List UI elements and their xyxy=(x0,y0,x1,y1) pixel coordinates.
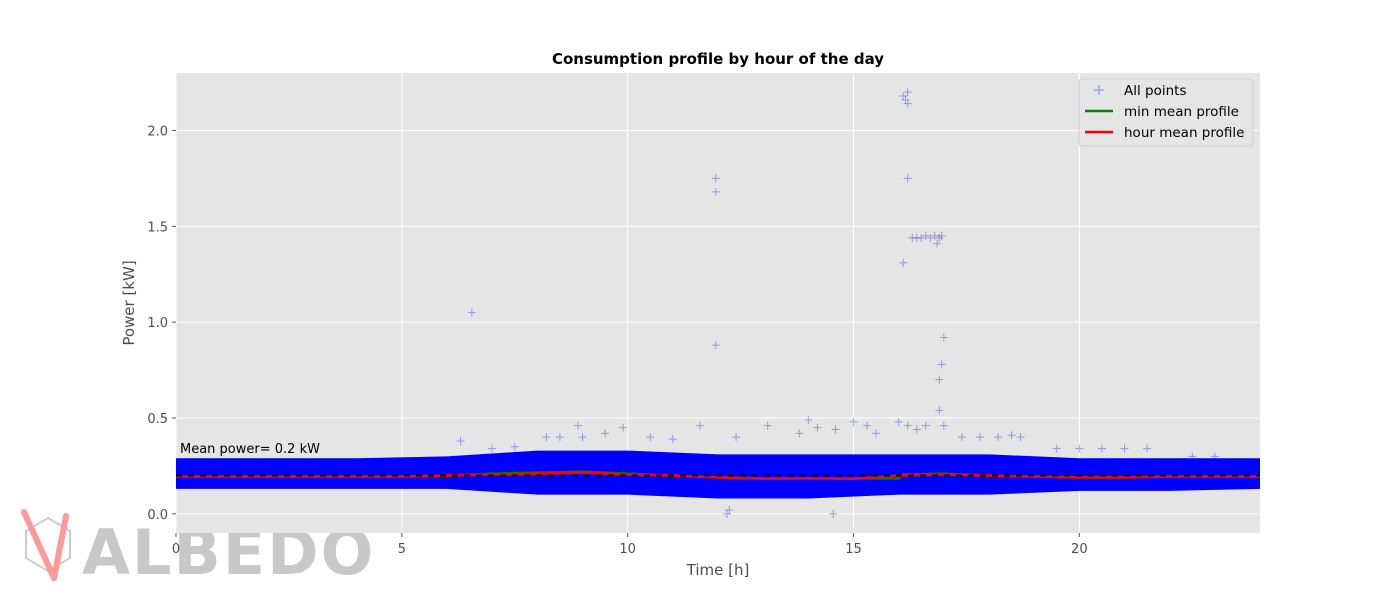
scatter-point xyxy=(899,92,908,100)
legend: All points min mean profile hour mean prof… xyxy=(1078,78,1254,147)
scatter-point xyxy=(937,231,946,240)
scatter-point xyxy=(921,231,930,240)
y-tick-label: 2.0 xyxy=(147,125,168,140)
scatter-point xyxy=(1143,444,1152,453)
scatter-point xyxy=(935,406,944,415)
scatter-point xyxy=(994,433,1003,442)
y-tick-label: 1.5 xyxy=(147,220,168,235)
scatter-point xyxy=(725,506,734,514)
scatter-point xyxy=(555,433,564,442)
scatter-point xyxy=(926,233,935,242)
scatter-point xyxy=(849,417,858,426)
scatter-point xyxy=(912,425,921,434)
scatter-point xyxy=(732,433,741,442)
scatter-point xyxy=(601,429,610,438)
legend-label: min mean profile xyxy=(1124,104,1239,120)
scatter-point xyxy=(763,421,772,430)
legend-label: hour mean profile xyxy=(1124,125,1244,141)
scatter-point xyxy=(488,444,497,453)
scatter-point xyxy=(456,437,465,445)
scatter-point xyxy=(646,433,655,442)
scatter-point xyxy=(903,99,912,108)
x-tick-label: 15 xyxy=(845,542,862,557)
scatter-points xyxy=(456,88,1219,518)
scatter-point xyxy=(1016,433,1025,442)
y-tick-label: 0.0 xyxy=(147,508,168,523)
scatter-point xyxy=(711,341,720,350)
scatter-point xyxy=(903,88,912,97)
scatter-point xyxy=(957,433,966,442)
scatter-point xyxy=(903,421,912,430)
legend-label: All points xyxy=(1124,83,1187,99)
scatter-point xyxy=(467,308,476,317)
scatter-point xyxy=(829,509,838,518)
scatter-point xyxy=(723,509,732,518)
legend-box xyxy=(1078,78,1254,147)
watermark-checkmark xyxy=(51,513,69,581)
scatter-point xyxy=(1052,444,1061,453)
scatter-point xyxy=(1097,444,1106,453)
scatter-point xyxy=(619,423,628,432)
scatter-point xyxy=(863,421,872,430)
scatter-point xyxy=(1188,452,1197,461)
scatter-point xyxy=(939,421,948,430)
scatter-point xyxy=(917,233,926,242)
y-axis-label: Power [kW] xyxy=(120,260,138,345)
x-tick-label: 10 xyxy=(619,542,636,557)
x-tick-label: 20 xyxy=(1071,542,1088,557)
scatter-point xyxy=(711,174,720,183)
scatter-point xyxy=(930,231,939,240)
scatter-point xyxy=(542,433,551,442)
scatter-point xyxy=(912,233,921,242)
scatter-point xyxy=(937,360,946,369)
watermark-checkmark xyxy=(21,509,57,581)
scatter-point xyxy=(899,258,908,267)
scatter-point xyxy=(1120,444,1129,453)
scatter-point xyxy=(1007,431,1016,440)
scatter-point xyxy=(795,429,804,438)
scatter-point xyxy=(510,442,519,451)
scatter-point xyxy=(1075,444,1084,453)
scatter-point xyxy=(804,415,813,424)
scatter-point xyxy=(813,423,822,432)
x-tick-label: 5 xyxy=(398,542,406,557)
profile-lines xyxy=(176,470,1260,481)
scatter-point xyxy=(711,187,720,196)
scatter-point xyxy=(935,233,944,242)
scatter-point xyxy=(933,239,942,248)
scatter-point xyxy=(935,375,944,384)
chart-title: Consumption profile by hour of the day xyxy=(552,50,884,68)
scatter-point xyxy=(668,435,677,444)
scatter-point xyxy=(975,433,984,442)
y-tick-label: 0.5 xyxy=(147,412,168,427)
scatter-point xyxy=(578,433,587,442)
scatter-point xyxy=(903,174,912,183)
x-axis-label: Time [h] xyxy=(686,561,750,579)
legend-marker-all-points xyxy=(1094,85,1104,95)
mean-power-annotation: Mean power= 0.2 kW xyxy=(180,442,320,457)
scatter-point xyxy=(695,421,704,430)
y-tick-label: 1.0 xyxy=(147,316,168,331)
scatter-point xyxy=(1210,452,1219,461)
scatter-point xyxy=(908,233,917,242)
scatter-point xyxy=(831,425,840,434)
scatter-point xyxy=(921,421,930,430)
x-tick-label: 0 xyxy=(172,542,180,557)
scatter-point xyxy=(894,417,903,426)
axis-ticks: 0 5 10 15 20 0.0 0.5 1.0 1.5 2.0 xyxy=(147,125,1087,558)
scatter-point xyxy=(901,95,910,104)
scatter-point xyxy=(939,333,948,342)
scatter-point xyxy=(573,421,582,430)
scatter-point xyxy=(872,429,881,438)
